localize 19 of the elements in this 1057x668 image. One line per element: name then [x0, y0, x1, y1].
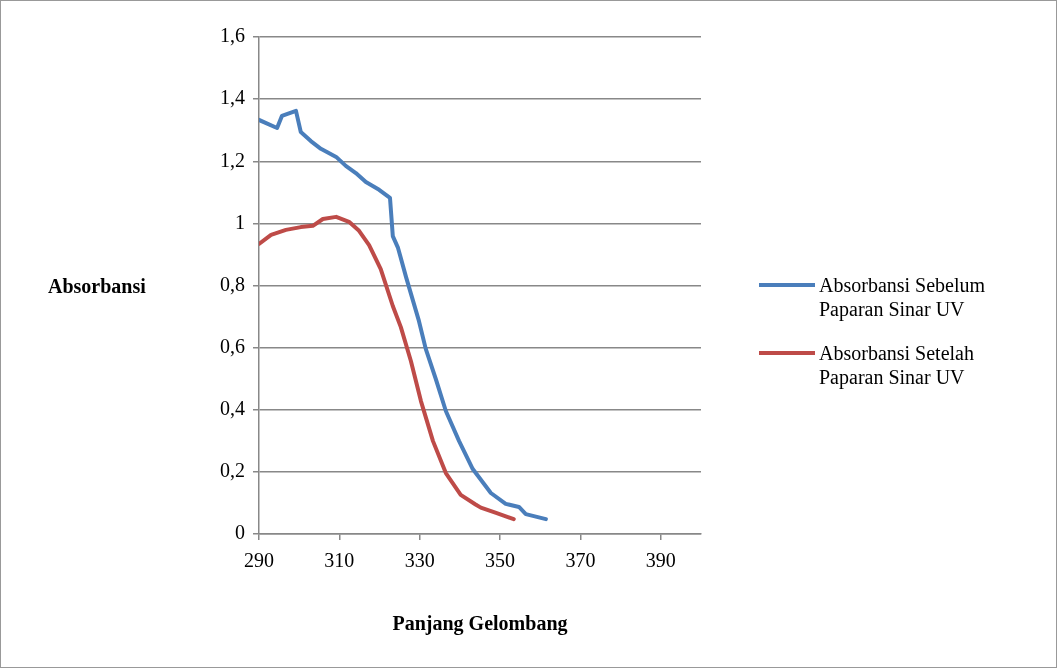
y-tick-label: 1,6	[220, 24, 245, 47]
y-tick-label: 0	[235, 521, 245, 544]
x-tick-label: 330	[404, 549, 435, 572]
legend-label: Absorbansi Setelah Paparan Sinar UV	[819, 341, 975, 389]
y-tick-label: 0,6	[220, 334, 245, 357]
x-tick-label: 370	[565, 549, 596, 572]
x-tick-label: 350	[485, 549, 516, 572]
y-tick-label: 1,4	[220, 86, 245, 109]
y-axis-title: Absorbansi	[48, 275, 146, 298]
legend-label: Absorbansi Sebelum Paparan Sinar UV	[819, 273, 987, 321]
y-tick-label: 0,4	[220, 397, 245, 419]
x-tick-label: 390	[645, 549, 676, 572]
y-tick-label: 1,2	[220, 148, 245, 171]
y-tick-label: 0,8	[220, 272, 245, 295]
y-tick-label: 1	[235, 210, 245, 233]
y-tick-label: 0,2	[220, 459, 245, 482]
x-axis-title: Panjang Gelombang	[392, 612, 568, 636]
x-tick-label: 290	[244, 549, 274, 572]
x-tick-label: 310	[324, 549, 355, 572]
